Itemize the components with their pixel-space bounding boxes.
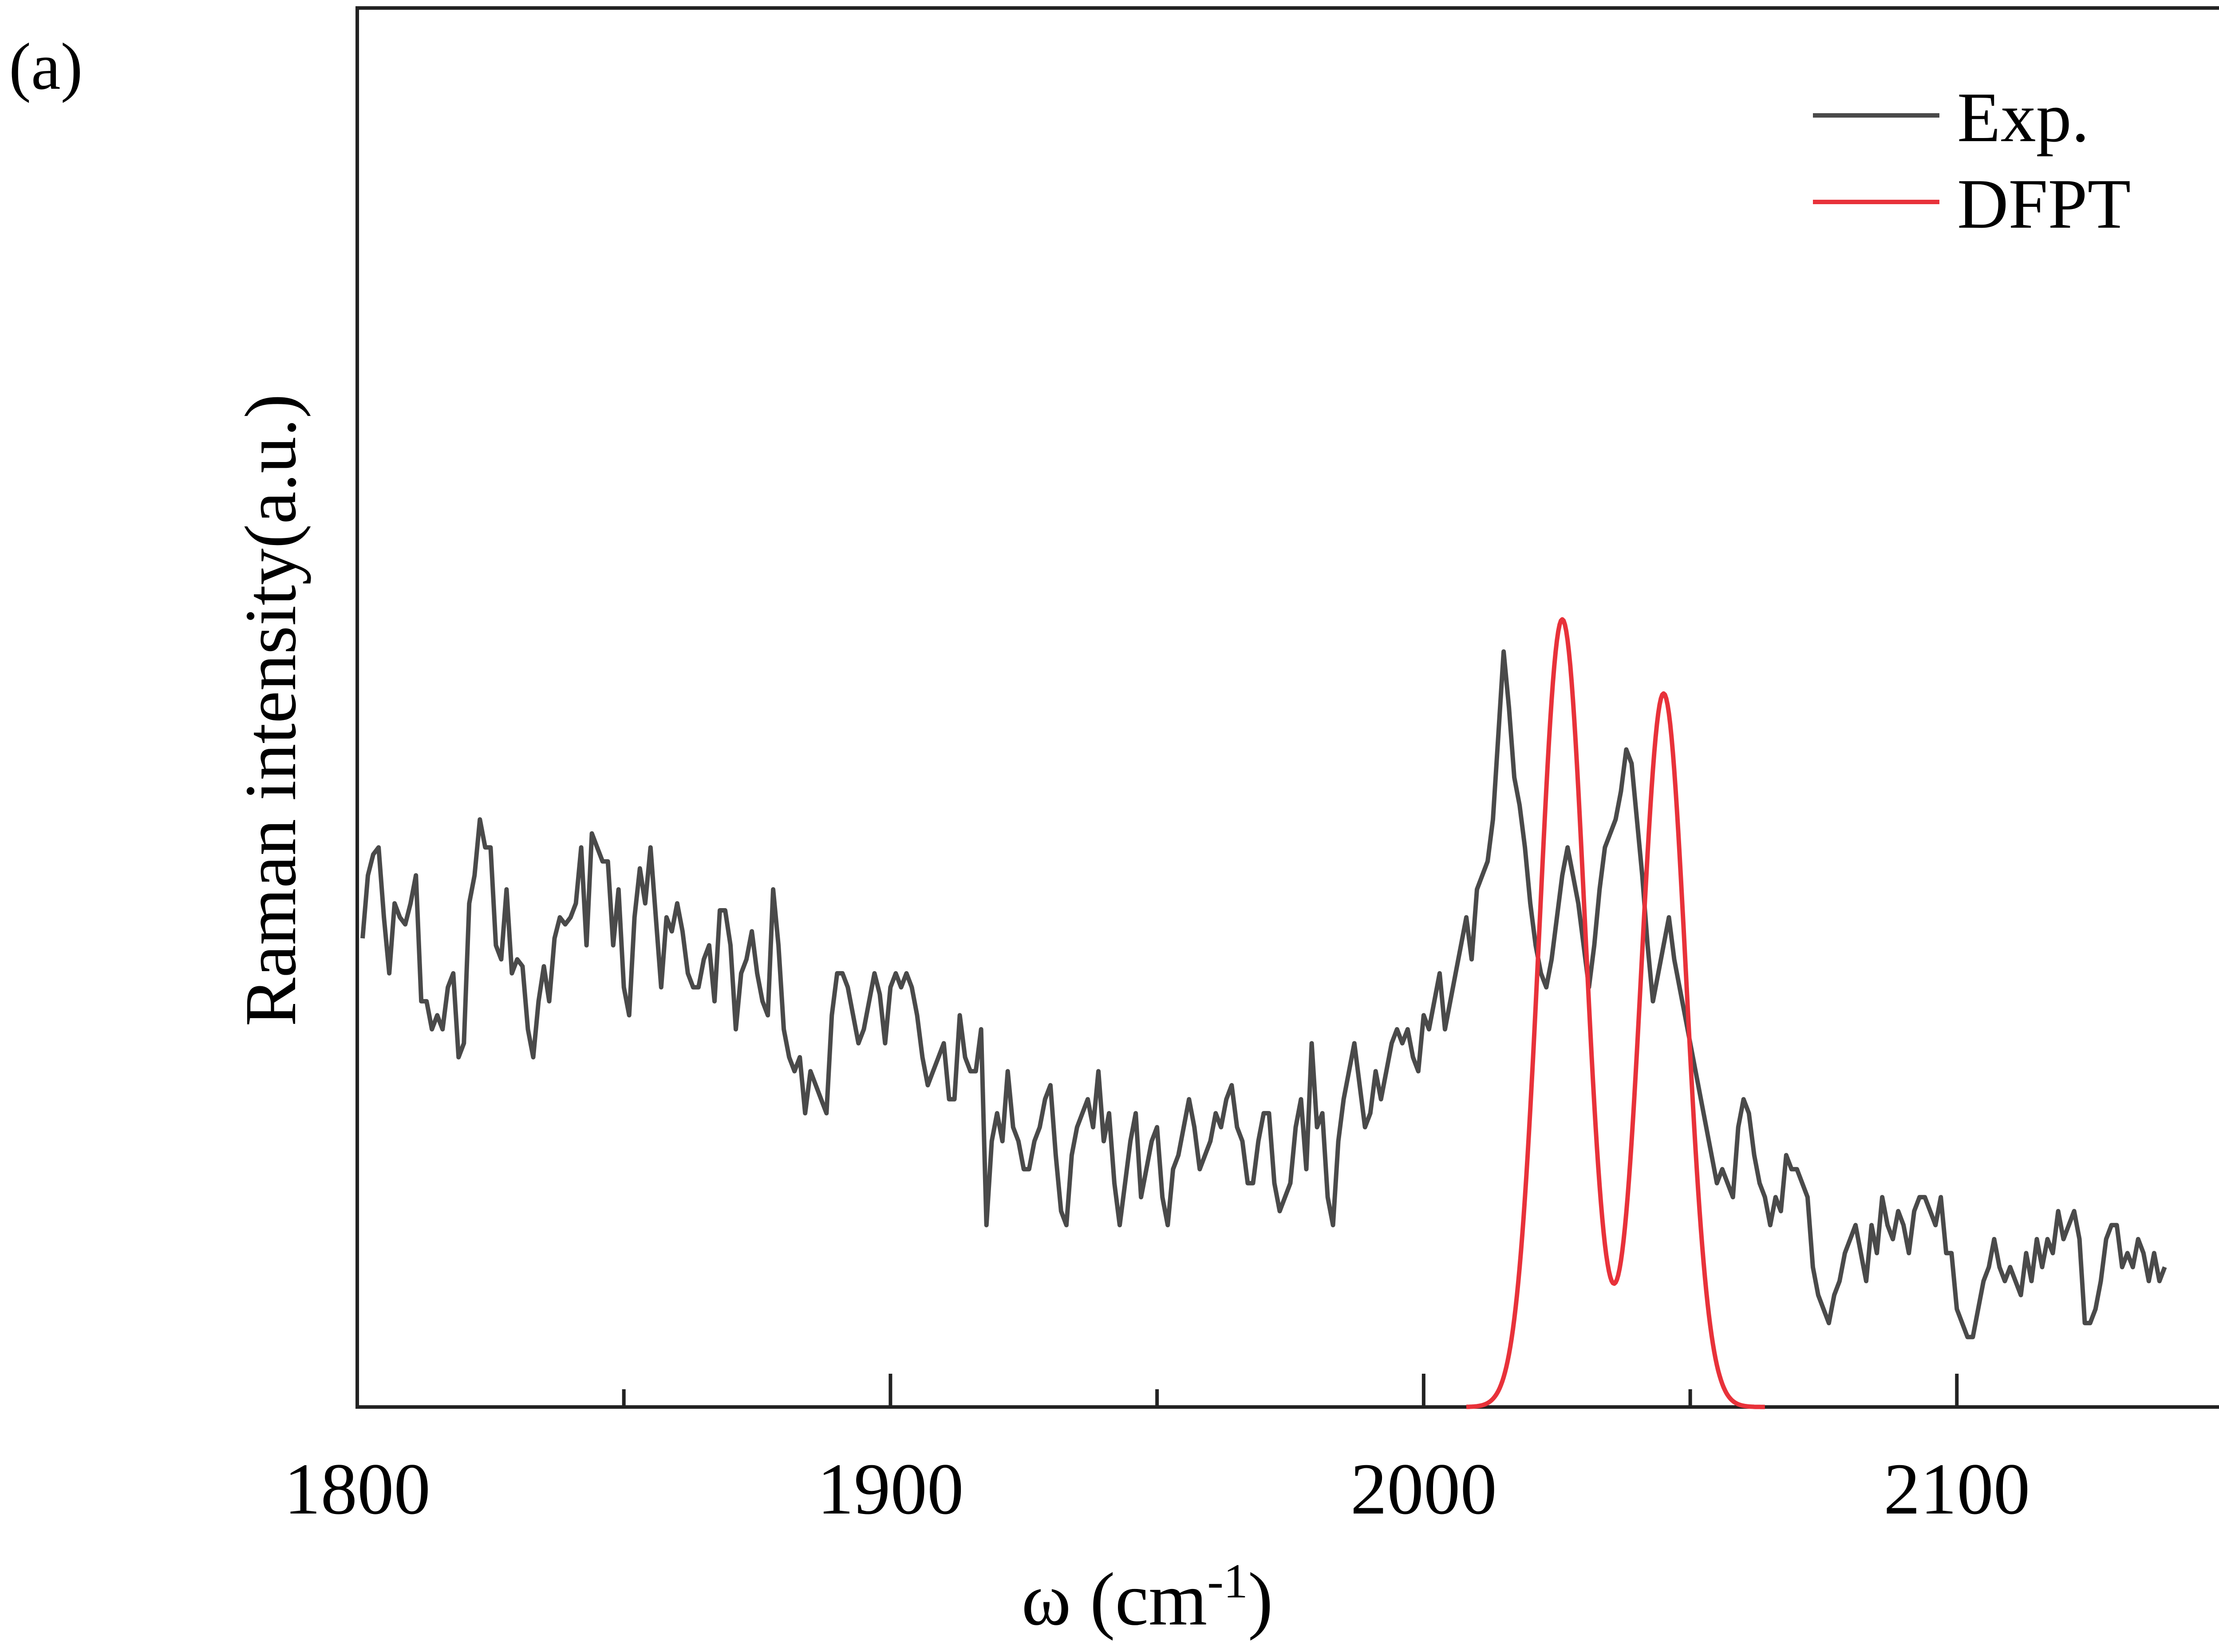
legend-exp-label: Exp. xyxy=(1957,78,2089,157)
legend: Exp. DFPT xyxy=(1813,78,2131,243)
panel-label: (a) xyxy=(9,30,83,103)
x-tick-label-1900: 1900 xyxy=(817,1448,963,1529)
x-axis-tick-labels: 1800 1900 2000 2100 xyxy=(284,1448,2030,1529)
series-exp-line xyxy=(360,649,2167,1340)
x-tick-label-2000: 2000 xyxy=(1350,1448,1497,1529)
x-axis-title-close: ) xyxy=(1248,1557,1273,1641)
series-dfpt-line xyxy=(1465,617,1766,1409)
x-axis-ticks xyxy=(355,1374,1959,1407)
y-axis-title: Raman intensity(a.u.) xyxy=(230,394,311,1026)
x-axis-title-main: ω (cm xyxy=(1022,1557,1208,1641)
series-layer xyxy=(360,617,2167,1409)
legend-dfpt-label: DFPT xyxy=(1957,164,2131,243)
x-tick-label-1800: 1800 xyxy=(284,1448,430,1529)
x-axis-title: ω (cm-1) xyxy=(1022,1554,1273,1641)
plot-frame xyxy=(355,6,2219,1409)
x-tick-label-2100: 2100 xyxy=(1883,1448,2030,1529)
x-axis-title-sup: -1 xyxy=(1207,1554,1248,1608)
